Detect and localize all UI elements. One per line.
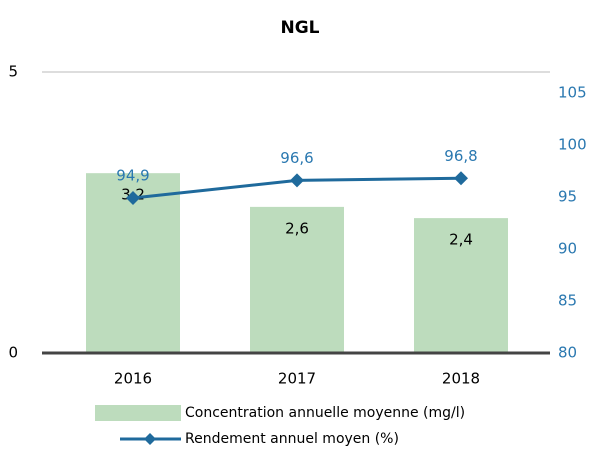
line-marker bbox=[290, 173, 304, 188]
chart-title: NGL bbox=[280, 18, 319, 38]
line-marker bbox=[454, 171, 468, 186]
bar-value-label: 2,4 bbox=[449, 231, 473, 249]
bar-value-label: 2,6 bbox=[285, 219, 309, 237]
bar bbox=[250, 206, 344, 353]
line-marker bbox=[126, 191, 140, 206]
y2-tick-label: 90 bbox=[558, 240, 577, 258]
x-tick-label: 2018 bbox=[442, 370, 480, 388]
y-tick-label: 0 bbox=[8, 344, 18, 362]
line-value-label: 96,8 bbox=[444, 147, 477, 165]
legend-label: Rendement annuel moyen (%) bbox=[185, 431, 399, 447]
y2-tick-label: 80 bbox=[558, 344, 577, 362]
legend-label: Concentration annuelle moyenne (mg/l) bbox=[185, 405, 465, 421]
legend-swatch-marker bbox=[144, 433, 156, 445]
x-tick-label: 2016 bbox=[114, 370, 152, 388]
line-value-label: 94,9 bbox=[116, 167, 149, 185]
x-tick-label: 2017 bbox=[278, 370, 316, 388]
y-tick-label: 5 bbox=[8, 63, 18, 81]
y2-tick-label: 100 bbox=[558, 136, 587, 154]
line-value-label: 96,6 bbox=[280, 149, 313, 167]
y2-tick-label: 105 bbox=[558, 84, 587, 102]
y2-tick-label: 85 bbox=[558, 292, 577, 310]
y2-tick-label: 95 bbox=[558, 188, 577, 206]
bar bbox=[414, 218, 508, 353]
legend-swatch bbox=[95, 405, 181, 421]
